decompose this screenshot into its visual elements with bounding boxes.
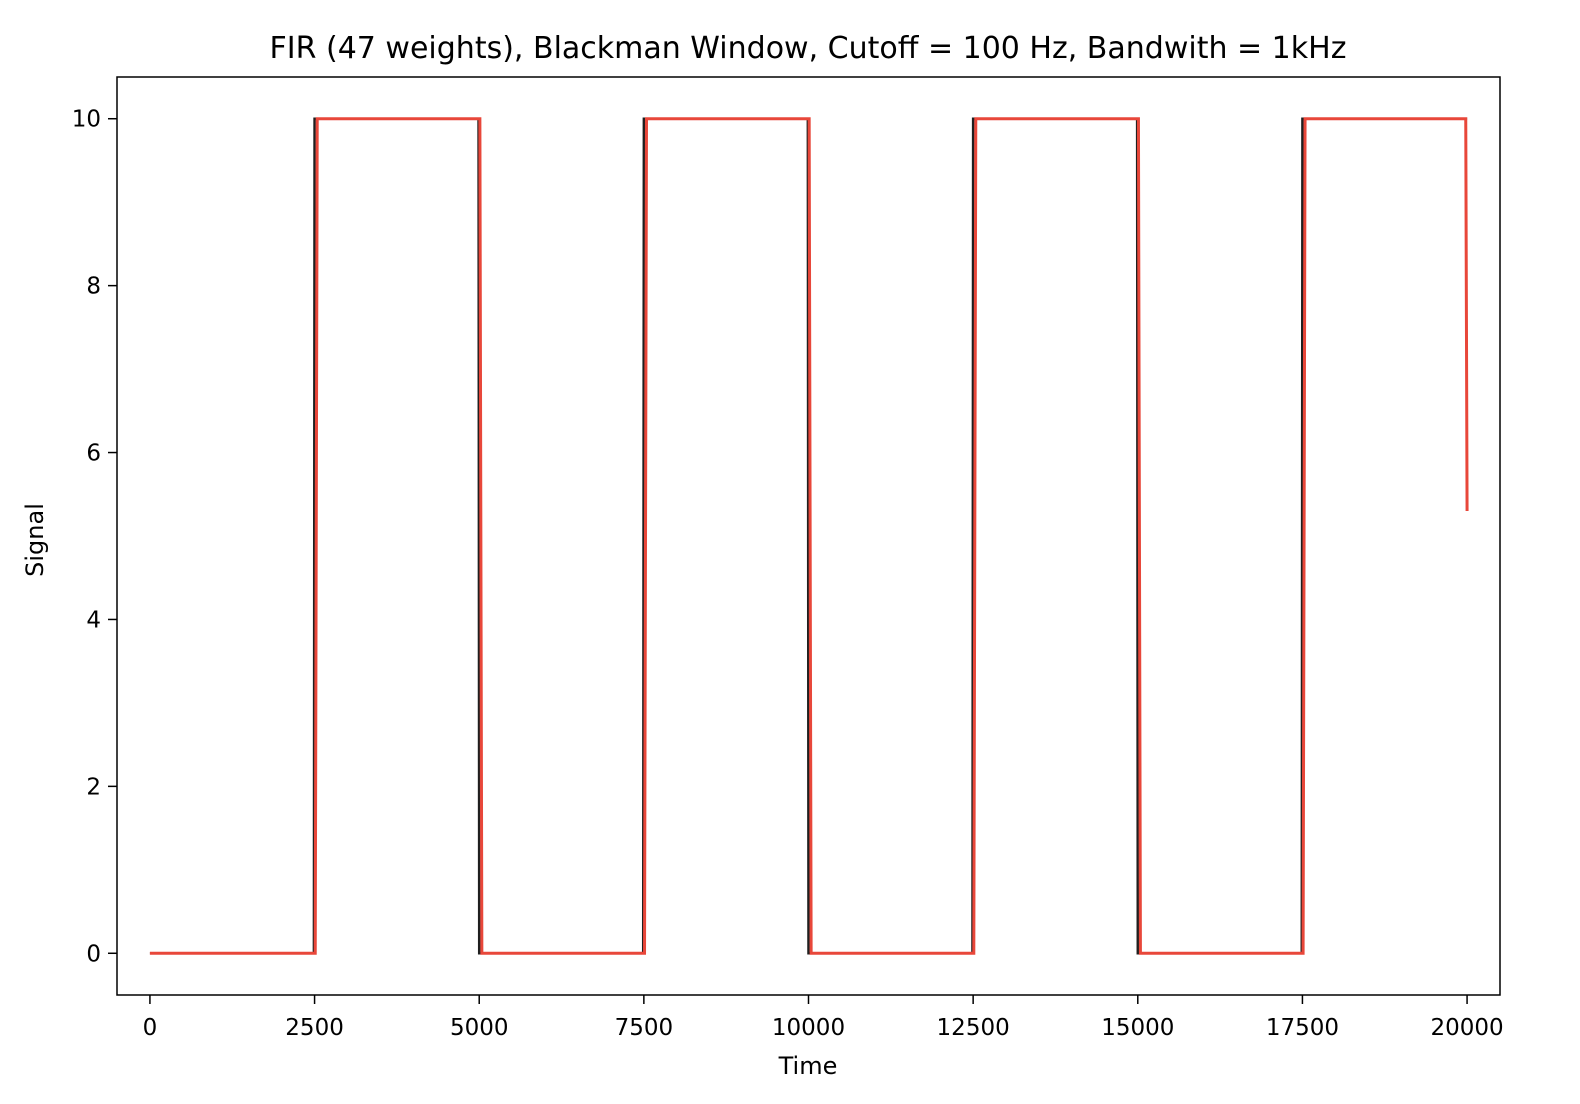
x-tick-label: 5000 [450,1015,509,1041]
y-tick-label: 6 [86,441,101,467]
x-tick-label: 15000 [1101,1015,1174,1041]
x-axis-ticks: 0 2500 5000 7500 10000 12500 15000 17500 20000 [143,995,1504,1041]
y-tick-label: 10 [72,107,101,133]
x-tick-label: 10000 [772,1015,845,1041]
x-axis-label: Time [778,1052,838,1080]
x-tick-label: 0 [143,1015,158,1041]
y-axis-label: Signal [21,503,49,577]
y-tick-label: 2 [86,774,101,800]
x-tick-label: 17500 [1266,1015,1339,1041]
x-tick-label: 7500 [615,1015,674,1041]
y-tick-label: 8 [86,274,101,300]
y-tick-label: 0 [86,941,101,967]
y-axis-ticks: 0 2 4 6 8 10 [72,107,117,967]
x-tick-label: 20000 [1430,1015,1503,1041]
plot-series [149,117,1469,955]
x-tick-label: 12500 [937,1015,1010,1041]
x-tick-label: 2500 [285,1015,344,1041]
series-line-2 [149,117,1469,955]
chart-title: FIR (47 weights), Blackman Window, Cutof… [270,31,1347,66]
y-tick-label: 4 [86,607,101,633]
